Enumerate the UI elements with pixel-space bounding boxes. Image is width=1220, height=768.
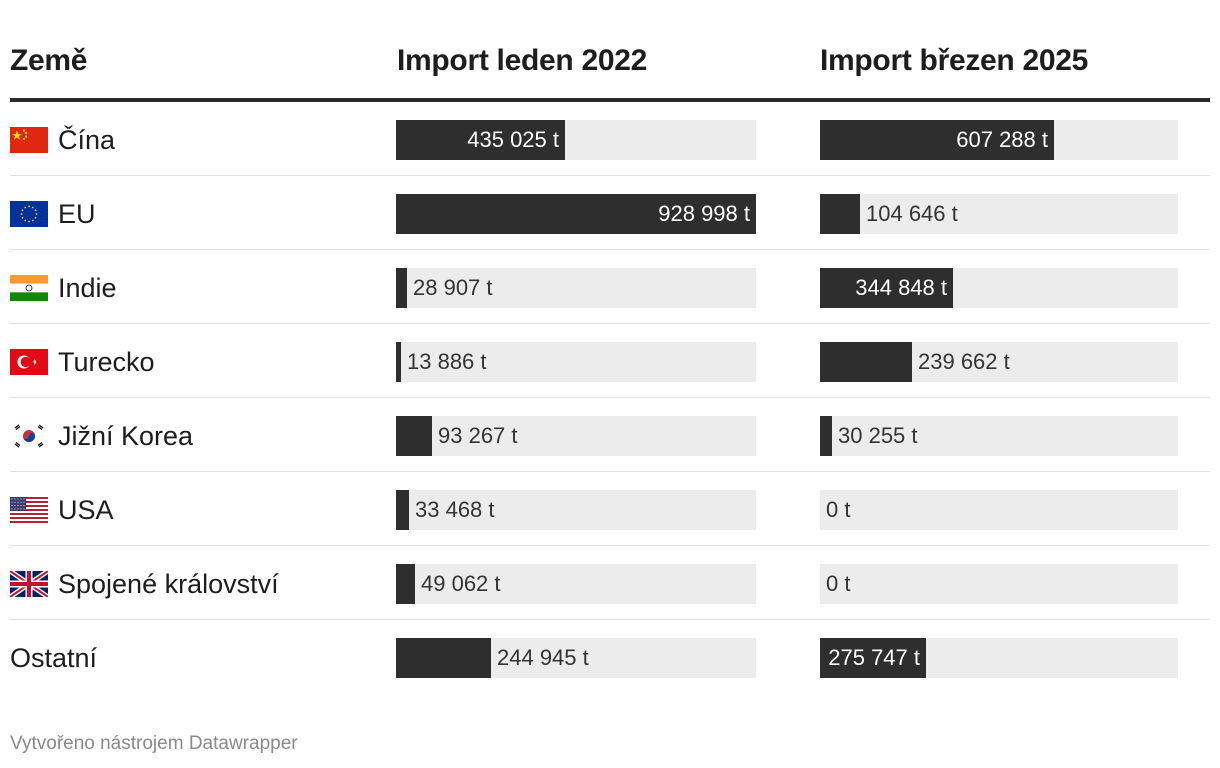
table-row: Spojené království 49 062 t 0 t bbox=[10, 546, 1210, 620]
import-2022-value-label: 13 886 t bbox=[407, 349, 487, 374]
import-2022-value-label: 33 468 t bbox=[415, 497, 495, 522]
country-cell: Čína bbox=[10, 122, 115, 158]
import-2025-bar bbox=[820, 342, 912, 382]
import-2025-value-label: 607 288 t bbox=[956, 127, 1048, 152]
import-2025-track: 0 t bbox=[820, 564, 1178, 604]
table-row: Jižní Korea 93 267 t 30 255 t bbox=[10, 398, 1210, 472]
china-flag-icon bbox=[10, 127, 48, 153]
import-2022-bar bbox=[396, 638, 491, 678]
usa-flag-icon bbox=[10, 497, 48, 523]
import-2022-track: 435 025 t bbox=[396, 120, 756, 160]
country-cell: EU bbox=[10, 196, 96, 232]
import-2025-value-label: 104 646 t bbox=[866, 201, 958, 226]
import-2025-track: 275 747 t bbox=[820, 638, 1178, 678]
country-name: Indie bbox=[58, 272, 117, 303]
import-2022-track: 49 062 t bbox=[396, 564, 756, 604]
import-2022-bar bbox=[396, 416, 432, 456]
import-2022-bar bbox=[396, 268, 407, 308]
import-2022-track: 244 945 t bbox=[396, 638, 756, 678]
import-2022-track: 13 886 t bbox=[396, 342, 756, 382]
import-2025-track: 344 848 t bbox=[820, 268, 1178, 308]
table-row: Ostatní 244 945 t 275 747 t bbox=[10, 620, 1210, 694]
import-2025-track: 104 646 t bbox=[820, 194, 1178, 234]
country-name: USA bbox=[58, 494, 114, 525]
import-2025-bar bbox=[820, 268, 953, 308]
country-cell: Ostatní bbox=[10, 640, 97, 676]
import-2025-value-label: 239 662 t bbox=[918, 349, 1010, 374]
import-2025-track: 239 662 t bbox=[820, 342, 1178, 382]
table-row: Indie 28 907 t 344 848 t bbox=[10, 250, 1210, 324]
country-cell: Spojené království bbox=[10, 566, 279, 602]
country-name: Čína bbox=[58, 124, 116, 155]
column-header-country: Země bbox=[10, 44, 88, 77]
india-flag-icon bbox=[10, 275, 48, 301]
table-row: Čína 435 025 t 607 288 t bbox=[10, 102, 1210, 176]
country-name: EU bbox=[58, 198, 96, 229]
uk-flag-icon bbox=[10, 571, 48, 597]
country-name: Spojené království bbox=[58, 568, 279, 599]
import-2025-value-label: 344 848 t bbox=[855, 275, 947, 300]
header-rule bbox=[10, 98, 1210, 102]
import-2025-bar bbox=[820, 120, 1054, 160]
import-2025-track: 0 t bbox=[820, 490, 1178, 530]
import-2025-value-label: 0 t bbox=[826, 497, 851, 522]
country-cell: Indie bbox=[10, 270, 117, 306]
import-2025-bar bbox=[820, 194, 860, 234]
country-name: Jižní Korea bbox=[58, 420, 194, 451]
import-2022-track: 33 468 t bbox=[396, 490, 756, 530]
import-2025-track: 607 288 t bbox=[820, 120, 1178, 160]
country-cell: USA bbox=[10, 492, 114, 528]
import-2022-track: 928 998 t bbox=[396, 194, 756, 234]
column-header-import-2022: Import leden 2022 bbox=[397, 44, 647, 77]
country-cell: Jižní Korea bbox=[10, 418, 193, 454]
import-2022-track: 28 907 t bbox=[396, 268, 756, 308]
import-2022-bar bbox=[396, 342, 401, 382]
import-2022-bar bbox=[396, 564, 415, 604]
table-row: USA 33 468 t 0 t bbox=[10, 472, 1210, 546]
import-2022-track: 93 267 t bbox=[396, 416, 756, 456]
south-korea-flag-icon bbox=[10, 423, 48, 449]
import-2022-bar bbox=[396, 120, 565, 160]
import-2022-value-label: 49 062 t bbox=[421, 571, 501, 596]
import-2025-value-label: 30 255 t bbox=[838, 423, 918, 448]
import-2025-track: 30 255 t bbox=[820, 416, 1178, 456]
footer-credit: Vytvořeno nástrojem Datawrapper bbox=[10, 733, 298, 754]
import-2025-bar bbox=[820, 416, 832, 456]
import-2022-bar bbox=[396, 490, 409, 530]
table-row: EU 928 998 t 104 646 t bbox=[10, 176, 1210, 250]
turkey-flag-icon bbox=[10, 349, 48, 375]
table-row: Turecko 13 886 t 239 662 t bbox=[10, 324, 1210, 398]
import-2022-value-label: 435 025 t bbox=[467, 127, 559, 152]
import-2022-value-label: 93 267 t bbox=[438, 423, 518, 448]
import-2025-bar bbox=[820, 638, 926, 678]
import-2022-value-label: 244 945 t bbox=[497, 645, 589, 670]
column-header-import-2025: Import březen 2025 bbox=[820, 44, 1089, 77]
country-name: Turecko bbox=[58, 346, 155, 377]
import-2022-value-label: 928 998 t bbox=[658, 201, 750, 226]
import-2022-value-label: 28 907 t bbox=[413, 275, 493, 300]
import-2025-value-label: 275 747 t bbox=[828, 645, 920, 670]
import-2022-bar bbox=[396, 194, 756, 234]
country-cell: Turecko bbox=[10, 344, 155, 380]
import-2025-value-label: 0 t bbox=[826, 571, 851, 596]
eu-flag-icon bbox=[10, 201, 48, 227]
country-name: Ostatní bbox=[10, 642, 98, 673]
